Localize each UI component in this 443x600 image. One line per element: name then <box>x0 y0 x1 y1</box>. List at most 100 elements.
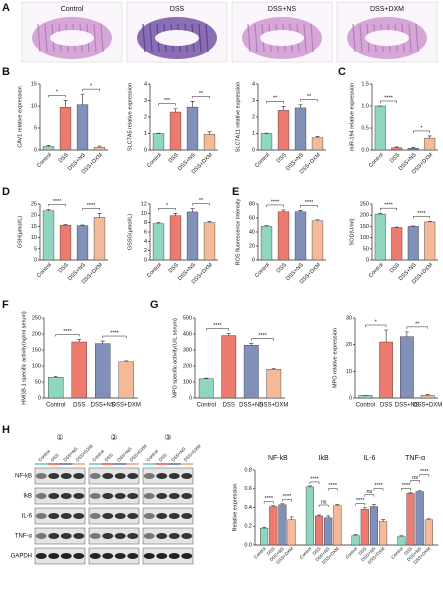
bar <box>391 227 403 261</box>
error-bar <box>53 375 58 378</box>
bar <box>266 369 282 399</box>
error-bar <box>289 516 294 520</box>
y-tick-label: 50 <box>35 379 41 385</box>
x-tick-label: DSS <box>389 152 401 164</box>
blot-band <box>168 533 180 539</box>
blot-band <box>168 513 180 519</box>
group-label: NF-kB <box>268 455 288 462</box>
significance-label: **** <box>87 203 96 209</box>
error-line <box>426 518 431 520</box>
significance-label: ** <box>199 91 204 97</box>
error-bar <box>426 518 431 520</box>
significance-label: ** <box>273 96 278 102</box>
bar <box>351 535 360 546</box>
error-bar <box>190 208 195 212</box>
y-tick-label: 6 <box>144 229 147 235</box>
y-tick-label: 20 <box>249 243 255 249</box>
image-title: DSS+NS <box>268 6 297 13</box>
error-line <box>281 105 286 111</box>
x-tick-label: DSS <box>223 403 235 409</box>
significance-bracket <box>192 96 210 99</box>
lane-strip <box>101 463 114 465</box>
error-bar <box>307 485 312 487</box>
error-line <box>289 516 294 520</box>
y-tick-label: 4 <box>252 81 255 87</box>
bar <box>374 105 386 151</box>
bar <box>406 493 415 546</box>
error-bar <box>417 490 422 492</box>
significance-label: **** <box>53 199 62 205</box>
x-tick-label: DSS+DXM <box>413 403 442 409</box>
x-tick-label: DSS+DXM <box>112 403 141 409</box>
image-title: Control <box>61 6 84 13</box>
y-tick-label: 100 <box>183 379 192 385</box>
x-tick-label: Control <box>299 546 313 560</box>
blot-band <box>181 513 193 519</box>
y-tick-label: 200 <box>183 363 192 369</box>
significance-bracket <box>48 95 66 98</box>
y-tick-label: 0.4 <box>244 505 252 511</box>
blot-band <box>127 493 139 499</box>
bar <box>294 211 307 261</box>
blot-band <box>35 533 47 539</box>
panel-label: D <box>2 186 10 198</box>
lane-strip <box>89 463 102 465</box>
significance-bracket <box>373 488 384 491</box>
blot-band <box>35 473 47 479</box>
y-tick-label: 25 <box>31 201 37 207</box>
significance-bracket <box>55 334 80 337</box>
bar <box>400 336 414 399</box>
blot-band <box>143 493 155 499</box>
error-bar <box>46 209 51 211</box>
y-axis-label: GSH(μmol/L) <box>17 216 23 248</box>
blot-band <box>114 553 126 559</box>
bar <box>397 536 406 546</box>
blot-band <box>60 533 72 539</box>
error-line <box>156 222 161 224</box>
significance-bracket <box>158 103 176 106</box>
y-tick-label: 1 <box>252 131 255 137</box>
error-bar <box>371 504 376 507</box>
blot-box <box>142 507 194 525</box>
bar <box>415 491 424 546</box>
y-tick-label: 0.8 <box>244 467 252 473</box>
x-tick-label: DSS <box>168 262 180 274</box>
protein-label: GAPDH <box>11 554 32 560</box>
blot-box <box>142 547 194 565</box>
y-tick-label: 15 <box>31 81 37 87</box>
significance-label: **** <box>213 323 222 329</box>
significance-label: **** <box>271 199 280 205</box>
bar <box>333 505 342 546</box>
x-tick-label: DSS <box>58 152 70 164</box>
error-bar <box>298 210 303 212</box>
x-tick-label: DSS <box>357 546 367 556</box>
error-bar <box>427 135 432 139</box>
significance-bracket <box>82 88 100 92</box>
blot-band <box>89 473 101 479</box>
blot-box <box>34 547 86 565</box>
y-tick-label: 0.0 <box>244 542 252 548</box>
bar <box>420 395 435 399</box>
lane-strip <box>72 463 85 465</box>
x-tick-label: Control <box>390 546 404 560</box>
error-bar <box>97 213 102 218</box>
blot-band <box>127 533 139 539</box>
y-axis-label: SOD(U/ml) <box>349 218 355 245</box>
x-tick-label: DSS <box>168 152 180 164</box>
blot-band <box>114 513 126 519</box>
blot-band <box>89 533 101 539</box>
y-tick-label: 150 <box>360 224 369 230</box>
error-bar <box>425 394 430 396</box>
y-tick-label: 12 <box>141 201 147 207</box>
bar <box>278 504 287 546</box>
error-line <box>226 333 231 336</box>
error-bar <box>315 136 320 138</box>
y-tick-label: 1.5 <box>361 81 369 87</box>
y-tick-label: 10 <box>346 369 352 375</box>
bar <box>379 341 393 399</box>
bar <box>59 225 72 261</box>
blot-band <box>156 533 168 539</box>
error-line <box>315 219 320 221</box>
error-bar <box>281 105 286 111</box>
significance-label: **** <box>356 498 365 504</box>
